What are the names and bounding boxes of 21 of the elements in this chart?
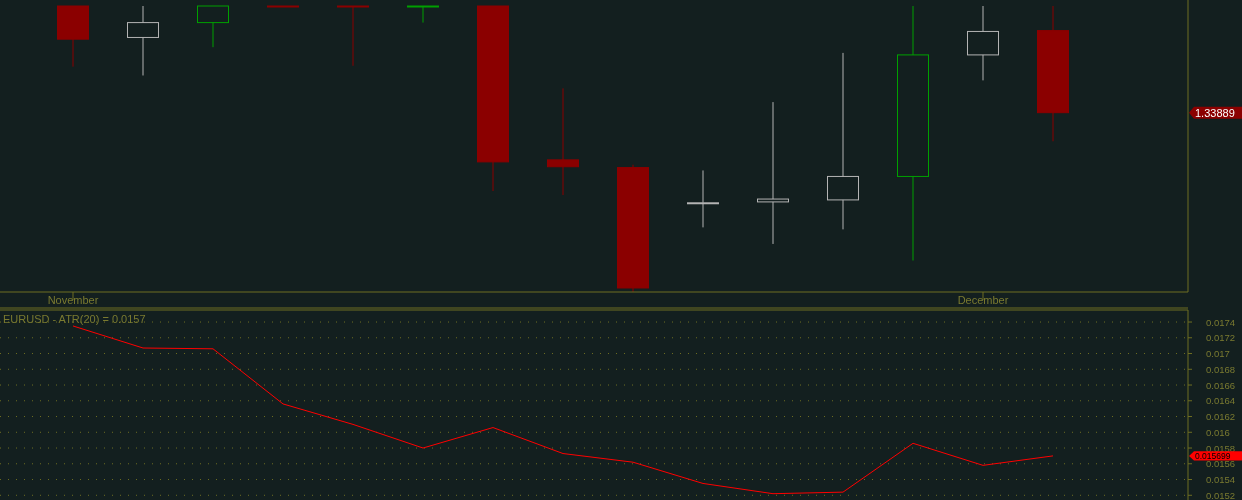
- y-tick-label: 0.0162: [1206, 411, 1236, 423]
- y-tick-label: 0.0174: [1206, 316, 1236, 328]
- candlestick: [407, 5, 439, 24]
- x-tick-label: December: [957, 294, 1009, 306]
- y-tick-label: 0.0168: [1206, 363, 1236, 375]
- y-tick-label: 0.0172: [1206, 332, 1236, 344]
- y-tick-label: 0.0154: [1206, 474, 1236, 486]
- y-tick-label: 0.0152: [1206, 489, 1236, 500]
- candlestick: [687, 169, 719, 228]
- chart-title: EURUSD - ATR(20) = 0.0157: [3, 313, 146, 325]
- y-tick-label: 0.016: [1206, 426, 1230, 438]
- candlestick: [547, 87, 579, 196]
- line-series: [72, 325, 1054, 495]
- y-tick-label: 0.0164: [1206, 395, 1236, 407]
- y-tick-label: 0.0156: [1206, 458, 1236, 470]
- y-tick-label: 0.0166: [1206, 379, 1236, 391]
- candlestick: [757, 101, 789, 245]
- text: 1.33889: [1195, 106, 1235, 119]
- x-tick-label: November: [47, 294, 99, 306]
- y-tick-label: 0.017: [1206, 348, 1230, 360]
- candlestick: [337, 5, 369, 67]
